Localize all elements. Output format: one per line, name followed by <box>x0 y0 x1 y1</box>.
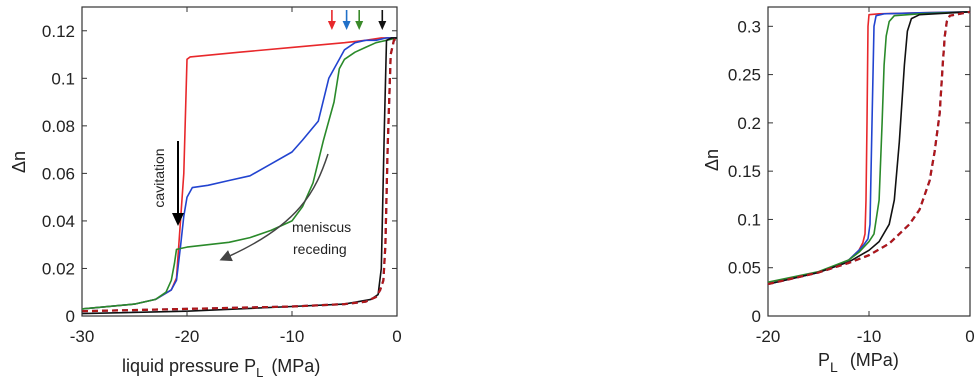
left-ytick-label-0: 0 <box>66 307 75 326</box>
cavitation-label: cavitation <box>151 148 167 207</box>
top-arrows-group <box>327 10 387 30</box>
top-arrow-head-0 <box>327 21 336 30</box>
left-ytick-label-1: 0.02 <box>42 259 75 278</box>
right-series-2 <box>767 11 971 283</box>
left-xtick-label-0: -30 <box>70 327 95 346</box>
right-xtick-label-0: -20 <box>756 327 781 346</box>
left-xtick-label-2: -10 <box>280 327 305 346</box>
meniscus-label: meniscus <box>292 219 351 235</box>
plot-area-left <box>81 6 398 317</box>
left-ytick-label-6: 0.12 <box>42 22 75 41</box>
tick-group-left: 0 0.02 0.04 0.06 0.08 0.1 0.12 -30 -20 -10 0 <box>42 7 402 346</box>
series-group-right <box>767 10 971 286</box>
chart-left: 0 0.02 0.04 0.06 0.08 0.1 0.12 -30 -20 -10 0 cavit… <box>9 6 402 380</box>
right-xtick-label-2: 0 <box>965 327 974 346</box>
right-ytick-label-3: 0.15 <box>728 162 761 181</box>
receding-label: receding <box>293 241 347 257</box>
x-axis-label-right: PL (MPa) <box>818 350 899 375</box>
top-arrow-head-3 <box>378 21 387 30</box>
right-series-5 <box>767 10 971 286</box>
y-axis-label-left: Δn <box>9 151 29 173</box>
x-axis-label-left: liquid pressure PL (MPa) <box>122 356 320 380</box>
y-axis-label-right: Δn <box>702 149 722 171</box>
left-ytick-label-4: 0.08 <box>42 117 75 136</box>
left-series-1 <box>81 37 397 310</box>
right-ytick-label-2: 0.1 <box>737 210 761 229</box>
left-series-5 <box>81 37 398 313</box>
left-xtick-label-3: 0 <box>392 327 401 346</box>
right-ytick-label-4: 0.2 <box>737 114 761 133</box>
chart-right: 0 0.05 0.1 0.15 0.2 0.25 0.3 -20 -10 0 Δn PL (MPa) <box>702 6 975 375</box>
tick-group-right: 0 0.05 0.1 0.15 0.2 0.25 0.3 -20 -10 0 <box>728 7 975 346</box>
right-ytick-label-5: 0.25 <box>728 66 761 85</box>
right-ytick-label-6: 0.3 <box>737 17 761 36</box>
meniscus-arrow <box>219 153 329 262</box>
left-ytick-label-2: 0.04 <box>42 212 75 231</box>
top-arrow-head-2 <box>355 21 364 30</box>
right-xtick-label-1: -10 <box>857 327 882 346</box>
plot-area-right <box>767 6 971 317</box>
right-ytick-label-1: 0.05 <box>728 259 761 278</box>
right-ytick-label-0: 0 <box>752 307 761 326</box>
left-xtick-label-1: -20 <box>175 327 200 346</box>
cavitation-arrow-head <box>172 213 184 226</box>
left-ytick-label-5: 0.1 <box>51 69 75 88</box>
top-arrow-head-1 <box>342 21 351 30</box>
left-ytick-label-3: 0.06 <box>42 164 75 183</box>
